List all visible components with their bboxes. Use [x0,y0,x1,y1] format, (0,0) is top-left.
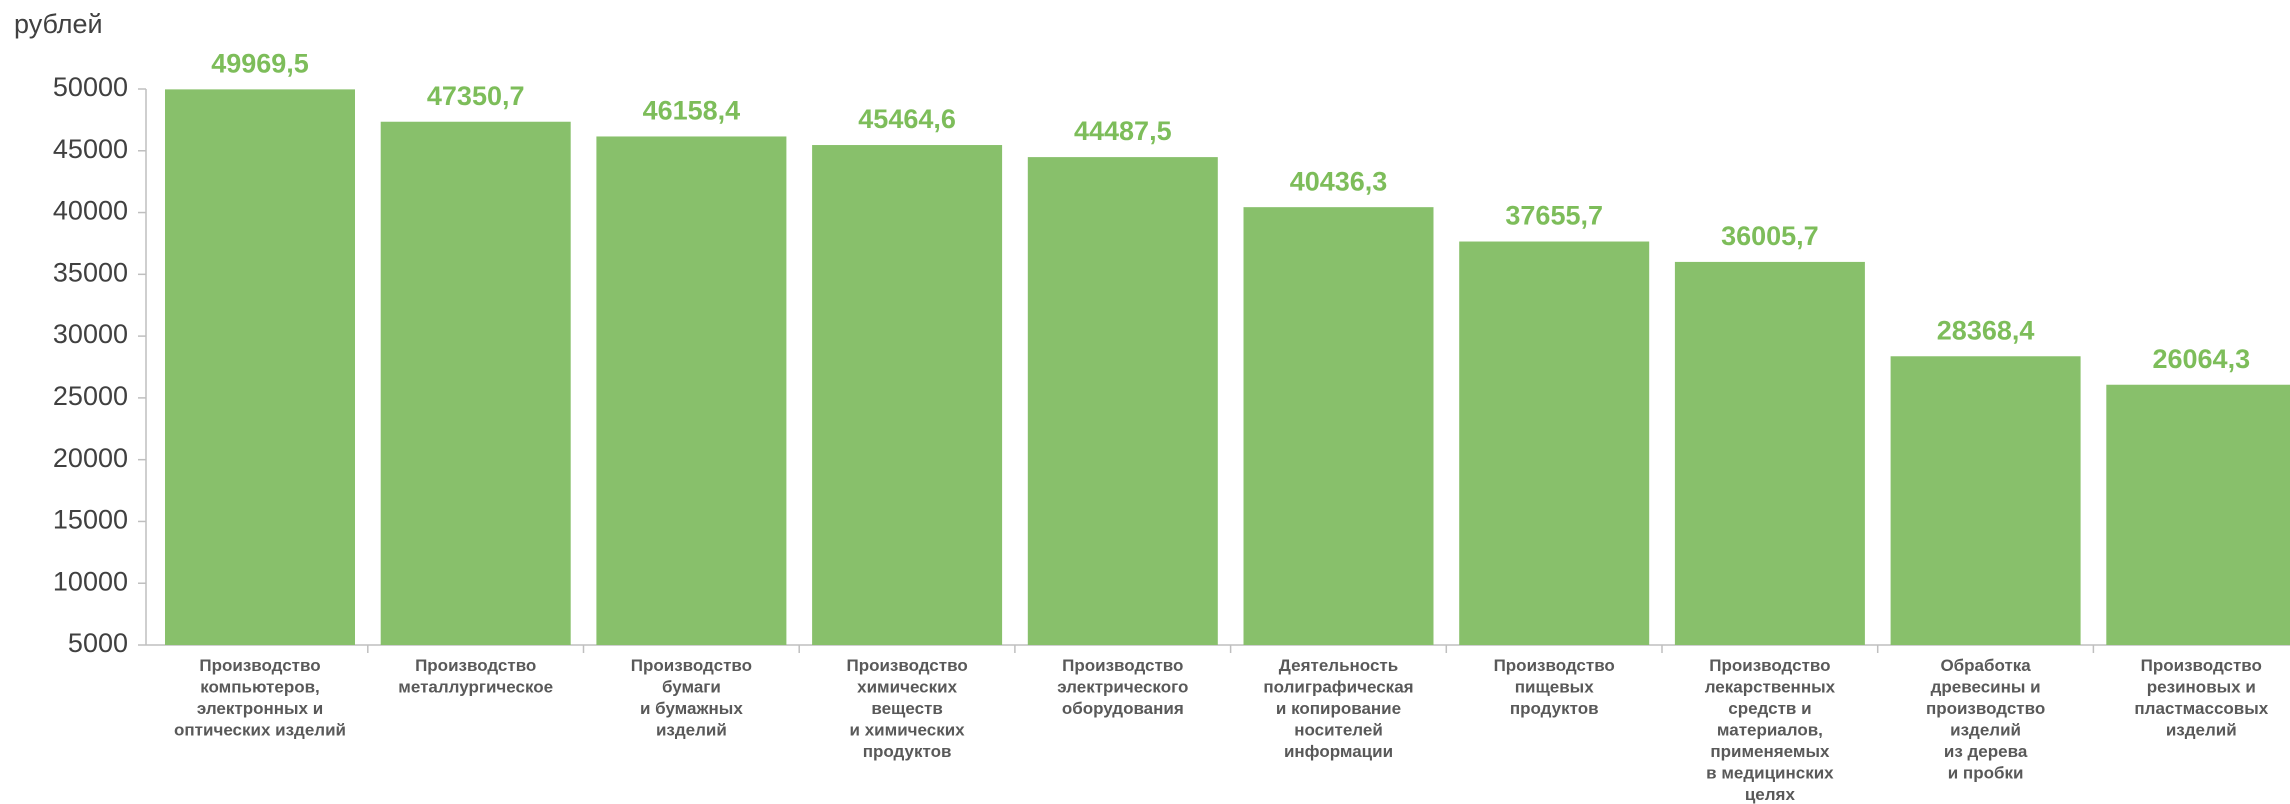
x-tick-label: Обработка древесины и производство изделий и… [1926,656,2045,783]
y-tick-label: 45000 [53,134,128,164]
y-tick-label: 15000 [53,505,128,535]
x-tick-label: Деятельность полиграфическая и копирование… [1263,656,1413,761]
value-label: 46158,4 [643,96,741,126]
x-tick-label-line: из дерева [1944,742,2028,761]
x-tick-label-line: компьютеров, [200,678,320,697]
x-tick-label: Производство лекарственных средств и матери… [1705,656,1836,804]
x-tick-label-line: Производство [1494,656,1615,675]
x-tick-label-line: Производство [2141,656,2262,675]
bar [1459,242,1649,645]
x-tick-label-line: химических [857,678,957,697]
value-label: 37655,7 [1505,201,1603,231]
value-label: 28368,4 [1937,315,2035,345]
x-tick-label-line: и бумажных [640,699,743,718]
y-tick-label: 5000 [68,628,128,658]
bar [1028,157,1218,645]
x-tick-label-line: электрического [1057,678,1188,697]
x-tick-label-line: средств и [1728,699,1811,718]
y-tick-label: 25000 [53,381,128,411]
x-tick-label-line: применяемых [1710,742,1830,761]
x-tick-label-line: электронных и [197,699,323,718]
x-tick-label-line: металлургическое [398,678,553,697]
x-tick-label-line: носителей [1294,721,1383,740]
x-tick-label-line: Производство [1709,656,1830,675]
value-label: 40436,3 [1290,166,1388,196]
x-tick-label-line: пластмассовых [2134,699,2268,718]
x-tick-label-line: Деятельность [1279,656,1398,675]
x-tick-label: Производство пищевых продуктов [1494,656,1615,718]
y-tick-label: 10000 [53,566,128,596]
x-tick-label: Производство бумаги и бумажных изделий [631,656,752,740]
x-tick-label-line: продуктов [1510,699,1599,718]
x-tick-label-line: продуктов [863,742,952,761]
x-tick-label-line: полиграфическая [1263,678,1413,697]
x-tick-label-line: и химических [850,721,966,740]
value-label: 47350,7 [427,81,525,111]
x-tick-label-line: Производство [199,656,320,675]
x-tick-label-line: информации [1284,742,1393,761]
x-tick-label-line: бумаги [662,678,721,697]
bar [165,89,355,645]
x-tick-label-line: резиновых и [2147,678,2256,697]
x-tick-label-line: пищевых [1515,678,1594,697]
chart: рублей 5000 10000 15000 20000 25000 30000 3500… [0,0,2290,804]
x-tick-label-line: изделий [1950,721,2021,740]
y-tick-label: 50000 [53,72,128,102]
x-tick-label: Производство компьютеров, электронных и опт… [174,656,346,740]
x-tick-label-line: Производство [846,656,967,675]
x-tick-label-line: оптических изделий [174,721,346,740]
x-tick-label-line: веществ [871,699,943,718]
x-tick-label-line: оборудования [1062,699,1184,718]
value-label: 44487,5 [1074,116,1172,146]
bar [812,145,1002,645]
x-tick-label-line: и копирование [1276,699,1401,718]
y-tick-label: 40000 [53,196,128,226]
x-tick-label-line: в медицинских [1706,764,1834,783]
x-tick-label-line: производство [1926,699,2045,718]
x-tick-label: Производство резиновых и пластмассовых изде… [2134,656,2268,740]
bar [596,136,786,645]
x-tick-label-line: Производство [631,656,752,675]
x-tick-label-line: Производство [1062,656,1183,675]
bar [1675,262,1865,645]
x-tick-label-line: материалов, [1717,721,1823,740]
value-label: 45464,6 [858,104,956,134]
x-tick-label-line: древесины и [1931,678,2041,697]
page: рублей 5000 10000 15000 20000 25000 30000 3500… [0,0,2290,804]
value-label: 26064,3 [2152,344,2250,374]
value-label: 49969,5 [211,49,309,79]
x-tick-label-line: изделий [2166,721,2237,740]
x-tick-label-line: целях [1745,785,1796,804]
value-label: 36005,7 [1721,221,1819,251]
y-tick-label: 20000 [53,443,128,473]
x-tick-label: Производство электрического оборудования [1057,656,1188,718]
x-tick-label-line: лекарственных [1705,678,1836,697]
x-tick-label-line: Обработка [1940,656,2031,675]
x-tick-label-line: изделий [656,721,727,740]
bar [1891,356,2081,645]
x-tick-label-line: Производство [415,656,536,675]
y-tick-label: 35000 [53,257,128,287]
bar [1244,207,1434,645]
y-axis-label: рублей [14,9,103,39]
y-tick-label: 30000 [53,319,128,349]
x-tick-label: Производство химических веществ и химически… [846,656,967,761]
bar [2106,385,2290,645]
bar [381,122,571,645]
x-tick-label-line: и пробки [1948,764,2024,783]
x-tick-label: Производство металлургическое [398,656,553,697]
